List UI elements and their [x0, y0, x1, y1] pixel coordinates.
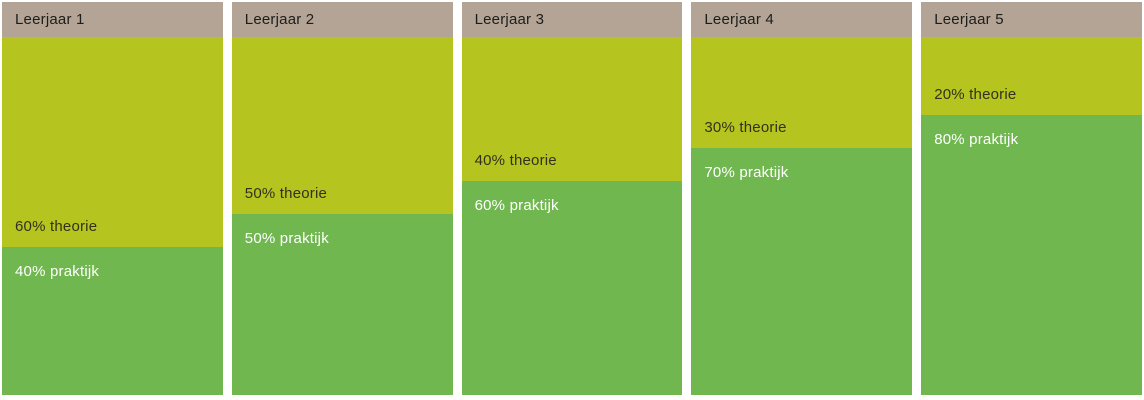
- year-column-3: Leerjaar 3 40% theorie 60% praktijk: [461, 2, 683, 395]
- theorie-segment: 60% theorie: [2, 37, 223, 247]
- praktijk-segment: 40% praktijk: [2, 247, 223, 395]
- theorie-label: 60% theorie: [15, 218, 98, 235]
- column-header: Leerjaar 2: [231, 2, 453, 37]
- column-title: Leerjaar 1: [15, 11, 85, 28]
- praktijk-label: 50% praktijk: [244, 230, 329, 247]
- column-header: Leerjaar 5: [921, 2, 1142, 37]
- praktijk-label: 40% praktijk: [15, 263, 100, 280]
- theorie-label: 30% theorie: [704, 119, 787, 136]
- year-column-5: Leerjaar 5 20% theorie 80% praktijk: [921, 2, 1142, 395]
- praktijk-label: 80% praktijk: [934, 131, 1019, 148]
- praktijk-segment: 80% praktijk: [921, 115, 1142, 395]
- theorie-segment: 50% theorie: [231, 37, 453, 214]
- theorie-segment: 40% theorie: [461, 37, 683, 181]
- theorie-label: 50% theorie: [244, 185, 328, 202]
- column-header: Leerjaar 4: [691, 2, 913, 37]
- column-title: Leerjaar 3: [474, 11, 545, 28]
- praktijk-segment: 70% praktijk: [691, 148, 913, 395]
- praktijk-segment: 60% praktijk: [461, 181, 683, 395]
- year-column-1: Leerjaar 1 60% theorie 40% praktijk: [2, 2, 223, 395]
- theorie-segment: 30% theorie: [691, 37, 913, 148]
- theorie-label: 20% theorie: [934, 86, 1017, 103]
- theorie-segment: 20% theorie: [921, 37, 1142, 115]
- column-title: Leerjaar 5: [934, 11, 1004, 28]
- year-column-2: Leerjaar 2 50% theorie 50% praktijk: [231, 2, 453, 395]
- praktijk-label: 60% praktijk: [474, 197, 559, 214]
- theorie-label: 40% theorie: [474, 152, 557, 169]
- praktijk-label: 70% praktijk: [704, 164, 789, 181]
- column-header: Leerjaar 3: [461, 2, 683, 37]
- column-title: Leerjaar 4: [704, 11, 774, 28]
- praktijk-segment: 50% praktijk: [231, 214, 453, 395]
- column-title: Leerjaar 2: [244, 11, 315, 28]
- year-column-4: Leerjaar 4 30% theorie 70% praktijk: [691, 2, 913, 395]
- column-header: Leerjaar 1: [2, 2, 223, 37]
